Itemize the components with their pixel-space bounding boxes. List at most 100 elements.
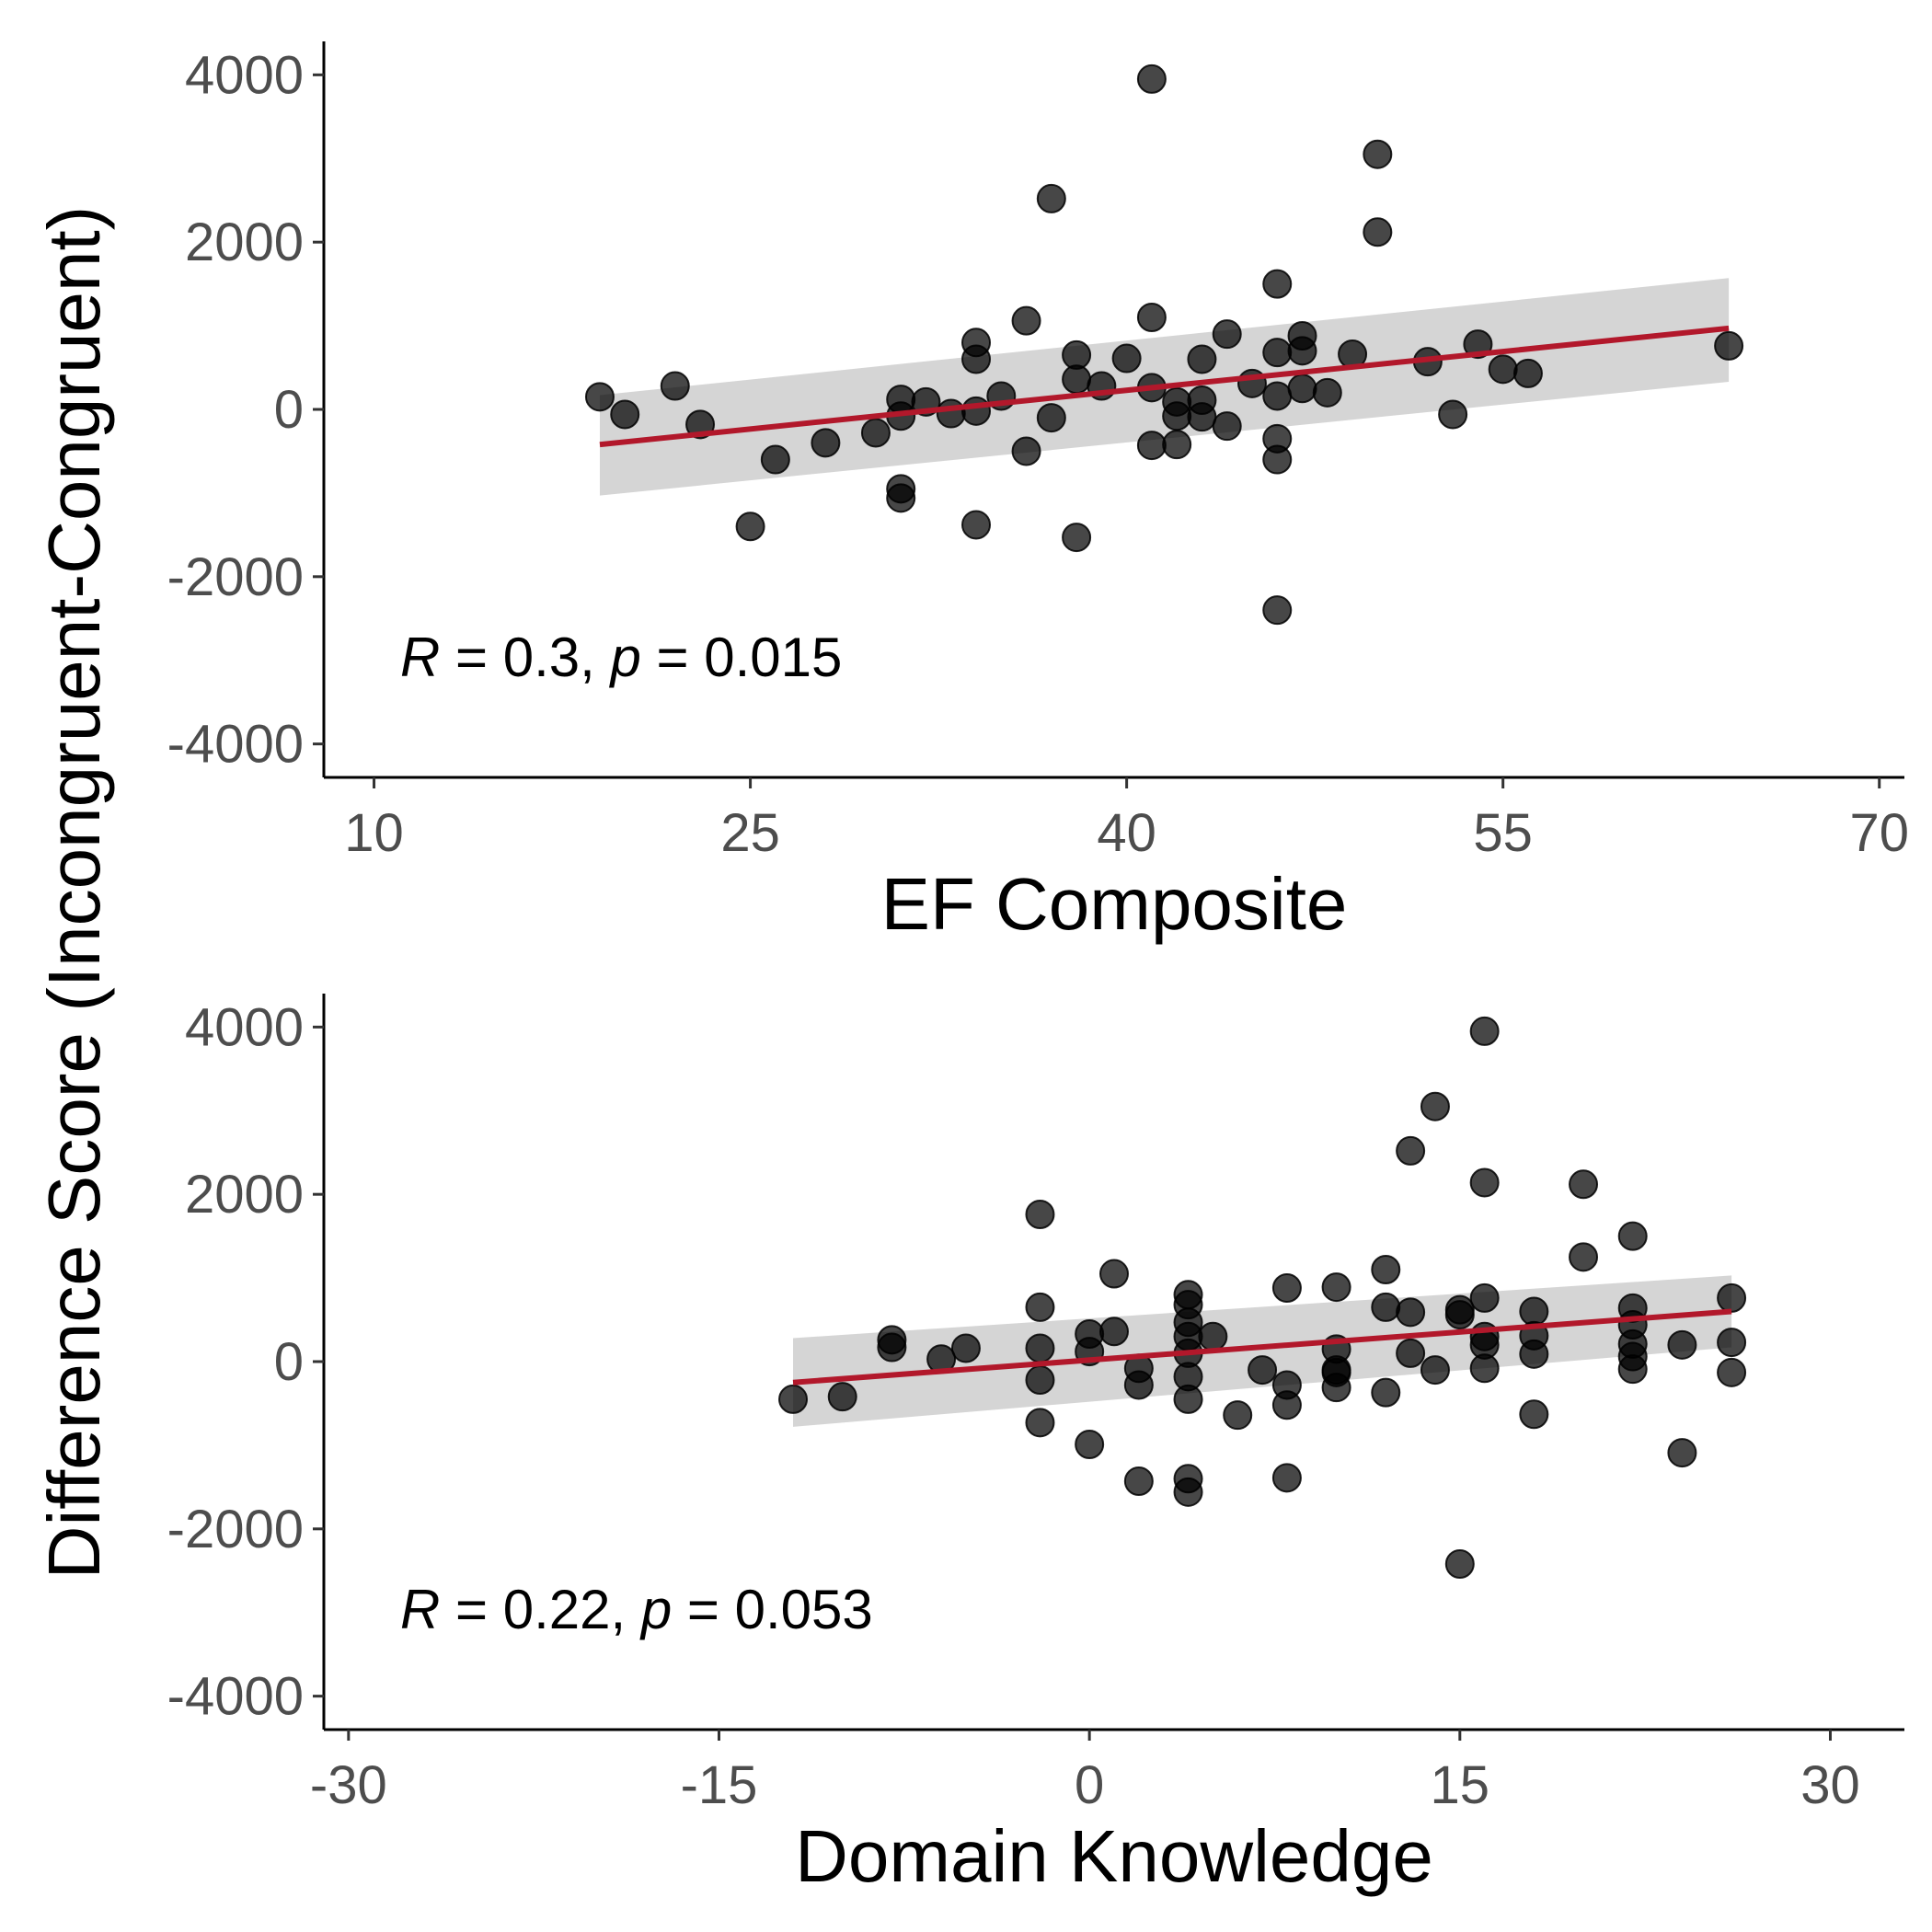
data-point <box>1271 1273 1302 1303</box>
data-point <box>1011 436 1041 466</box>
data-point <box>1262 269 1293 299</box>
data-point <box>1123 1370 1154 1400</box>
y-tick-label: -2000 <box>167 1500 304 1559</box>
x-tick-label: -15 <box>681 1755 758 1815</box>
data-point <box>1469 1353 1500 1384</box>
data-point <box>1469 1282 1500 1313</box>
data-point <box>1036 183 1066 213</box>
data-point <box>1569 1169 1599 1200</box>
data-point <box>1136 303 1167 332</box>
correlation-annotation: R = 0.3, p = 0.015 <box>400 627 842 688</box>
data-point <box>1363 139 1393 169</box>
r-symbol: R <box>400 1579 440 1640</box>
data-point <box>1363 217 1393 247</box>
data-point <box>1025 1292 1055 1322</box>
data-point <box>961 396 992 426</box>
data-point <box>778 1384 809 1414</box>
data-point <box>811 428 841 458</box>
data-point <box>1321 1373 1351 1403</box>
y-tick-label: -2000 <box>167 547 304 607</box>
data-point <box>1212 319 1242 350</box>
x-tick-label: -30 <box>310 1755 387 1815</box>
p-value: = 0.053 <box>672 1579 873 1640</box>
data-point <box>1312 377 1342 408</box>
x-tick-label: 15 <box>1431 1755 1490 1815</box>
data-point <box>1438 399 1468 430</box>
data-point <box>1569 1242 1599 1272</box>
data-point <box>1062 523 1092 553</box>
data-point <box>1223 1400 1253 1431</box>
data-point <box>1198 1321 1228 1351</box>
data-point <box>1321 1272 1351 1303</box>
data-point <box>1162 430 1192 460</box>
fit-line <box>792 1308 1732 1386</box>
r-symbol: R <box>400 627 440 688</box>
data-point <box>1617 1354 1648 1385</box>
data-point <box>1717 1357 1747 1387</box>
data-point <box>936 398 966 429</box>
data-point <box>1617 1221 1648 1251</box>
data-point <box>1667 1329 1697 1360</box>
y-tick-label: 0 <box>274 1332 304 1392</box>
data-point <box>1099 1259 1129 1289</box>
x-ticks: 10 25 40 55 70 <box>344 777 1909 863</box>
data-point <box>1469 1016 1500 1046</box>
data-point <box>1271 1390 1302 1420</box>
data-point <box>1444 1300 1475 1330</box>
x-tick-label: 10 <box>344 803 404 863</box>
data-point <box>1488 354 1518 385</box>
x-ticks: -30 -15 0 15 30 <box>310 1730 1860 1815</box>
data-point <box>1469 1167 1500 1198</box>
data-point <box>1667 1438 1697 1468</box>
data-point <box>1262 338 1293 368</box>
data-points <box>584 63 1744 626</box>
data-point <box>1396 1297 1426 1328</box>
y-ticks: -4000 -2000 0 2000 4000 <box>167 45 324 775</box>
p-symbol: p <box>608 627 640 688</box>
data-point <box>760 444 790 475</box>
y-tick-label: 2000 <box>185 1165 304 1225</box>
data-point <box>1212 411 1242 442</box>
data-point <box>961 344 992 374</box>
data-point <box>584 382 615 412</box>
y-ticks: -4000 -2000 0 2000 4000 <box>167 997 324 1727</box>
p-value: = 0.015 <box>641 627 843 688</box>
data-point <box>1371 1377 1401 1408</box>
y-tick-label: -4000 <box>167 715 304 775</box>
data-point <box>735 512 765 542</box>
data-point <box>1075 1430 1105 1459</box>
data-point <box>1262 444 1293 475</box>
data-point <box>1262 381 1293 411</box>
r-value: = 0.3, <box>440 627 610 688</box>
data-point <box>1173 1477 1203 1507</box>
data-point <box>1717 1328 1747 1358</box>
y-tick-label: 4000 <box>185 997 304 1057</box>
data-point <box>827 1382 857 1412</box>
data-point <box>1025 1333 1055 1363</box>
panel-ef-composite: 10 25 40 55 70 -4000 -2000 0 2000 4000 EF Compos… <box>167 41 1909 945</box>
x-tick-label: 40 <box>1097 803 1156 863</box>
data-point <box>1287 336 1317 366</box>
data-point <box>950 1333 981 1363</box>
data-point <box>1173 1384 1203 1414</box>
data-point <box>1519 1339 1549 1369</box>
data-point <box>860 418 891 448</box>
data-point <box>886 483 916 513</box>
data-point <box>1187 344 1217 374</box>
confidence-band <box>793 1275 1732 1427</box>
y-axis-title: Difference Score (Incongruent-Congruent) <box>33 206 115 1580</box>
data-point <box>1420 1355 1450 1386</box>
fit-line <box>599 325 1730 448</box>
data-point <box>1123 1466 1154 1496</box>
x-tick-label: 30 <box>1800 1755 1860 1815</box>
data-point <box>1136 63 1167 94</box>
data-point <box>1396 1135 1426 1166</box>
data-points <box>778 1016 1747 1579</box>
x-axis-title: Domain Knowledge <box>795 1815 1433 1897</box>
x-tick-label: 25 <box>720 803 780 863</box>
data-point <box>1371 1292 1401 1322</box>
data-point <box>1512 358 1543 388</box>
data-point <box>1420 1091 1450 1121</box>
data-point <box>1444 1549 1475 1579</box>
